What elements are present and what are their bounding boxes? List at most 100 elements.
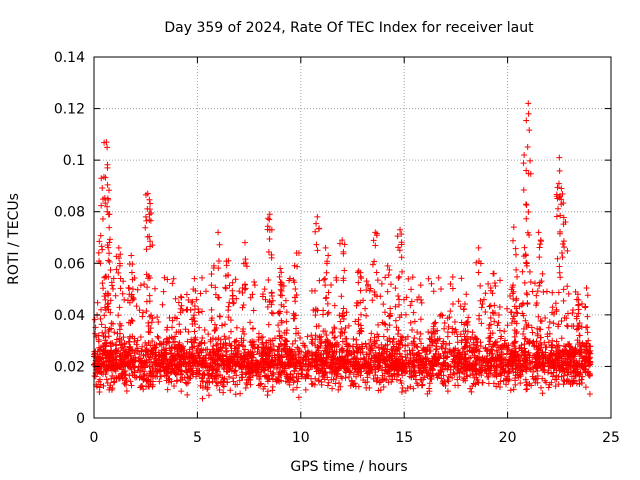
data-point xyxy=(265,215,272,222)
data-point xyxy=(99,216,106,223)
data-point xyxy=(267,341,274,348)
data-point xyxy=(220,357,227,364)
data-point xyxy=(419,382,426,389)
data-point xyxy=(493,383,500,390)
data-point xyxy=(111,329,118,336)
data-point xyxy=(115,269,122,276)
data-point xyxy=(503,381,510,388)
data-point xyxy=(188,368,195,375)
data-point xyxy=(92,330,99,337)
data-point xyxy=(494,348,501,355)
data-point xyxy=(314,213,321,220)
data-point xyxy=(311,362,318,369)
data-point xyxy=(281,346,288,353)
data-point xyxy=(251,363,258,370)
data-point xyxy=(113,363,120,370)
data-point xyxy=(438,343,445,350)
data-point xyxy=(322,369,329,376)
data-point xyxy=(556,263,563,270)
data-point xyxy=(514,273,521,280)
data-point xyxy=(92,360,99,367)
data-point xyxy=(142,224,149,231)
data-point xyxy=(263,373,270,380)
data-point xyxy=(352,383,359,390)
data-point xyxy=(490,362,497,369)
data-point xyxy=(126,338,133,345)
data-point xyxy=(474,376,481,383)
data-point xyxy=(475,269,482,276)
data-point xyxy=(171,383,178,390)
data-point xyxy=(397,377,404,384)
data-point xyxy=(297,355,304,362)
data-point xyxy=(241,346,248,353)
data-point xyxy=(144,190,151,197)
data-point xyxy=(578,348,585,355)
data-point xyxy=(264,355,271,362)
data-point xyxy=(362,305,369,312)
data-point xyxy=(293,291,300,298)
data-point xyxy=(314,247,321,254)
data-point xyxy=(245,376,252,383)
data-points xyxy=(91,100,594,402)
data-point xyxy=(247,294,254,301)
data-point xyxy=(351,354,358,361)
data-point xyxy=(445,323,452,330)
data-point xyxy=(217,344,224,351)
data-point xyxy=(113,253,120,260)
data-point xyxy=(410,309,417,316)
data-point xyxy=(329,363,336,370)
data-point xyxy=(115,312,122,319)
data-point xyxy=(215,335,222,342)
data-point xyxy=(137,359,144,366)
data-point xyxy=(212,336,219,343)
data-point xyxy=(545,324,552,331)
data-point xyxy=(523,259,530,266)
data-point xyxy=(147,217,154,224)
data-point xyxy=(586,343,593,350)
data-point xyxy=(177,293,184,300)
data-point xyxy=(149,346,156,353)
data-point xyxy=(371,334,378,341)
data-point xyxy=(573,326,580,333)
data-point xyxy=(231,368,238,375)
data-point xyxy=(98,202,105,209)
data-point xyxy=(129,286,136,293)
data-point xyxy=(433,340,440,347)
data-point xyxy=(223,347,230,354)
data-point xyxy=(562,355,569,362)
data-point xyxy=(253,372,260,379)
data-point xyxy=(295,394,302,401)
data-point xyxy=(533,350,540,357)
data-point xyxy=(105,244,112,251)
data-point xyxy=(407,350,414,357)
data-point xyxy=(195,370,202,377)
data-point xyxy=(340,316,347,323)
data-point xyxy=(537,237,544,244)
data-point xyxy=(146,233,153,240)
data-point xyxy=(148,210,155,217)
data-point xyxy=(199,335,206,342)
data-point xyxy=(166,314,173,321)
data-point xyxy=(455,382,462,389)
data-point xyxy=(443,354,450,361)
data-point xyxy=(291,360,298,367)
data-point xyxy=(476,316,483,323)
data-point xyxy=(154,314,161,321)
data-point xyxy=(564,350,571,357)
data-point xyxy=(211,321,218,328)
data-point xyxy=(556,230,563,237)
data-point xyxy=(438,311,445,318)
data-point xyxy=(382,274,389,281)
data-point xyxy=(368,363,375,370)
data-point xyxy=(121,340,128,347)
data-point xyxy=(146,206,153,213)
data-point xyxy=(472,367,479,374)
data-point xyxy=(372,341,379,348)
data-point xyxy=(321,376,328,383)
data-point xyxy=(241,281,248,288)
data-point xyxy=(574,291,581,298)
data-point xyxy=(177,354,184,361)
data-point xyxy=(311,381,318,388)
data-point xyxy=(208,354,215,361)
data-point xyxy=(535,343,542,350)
